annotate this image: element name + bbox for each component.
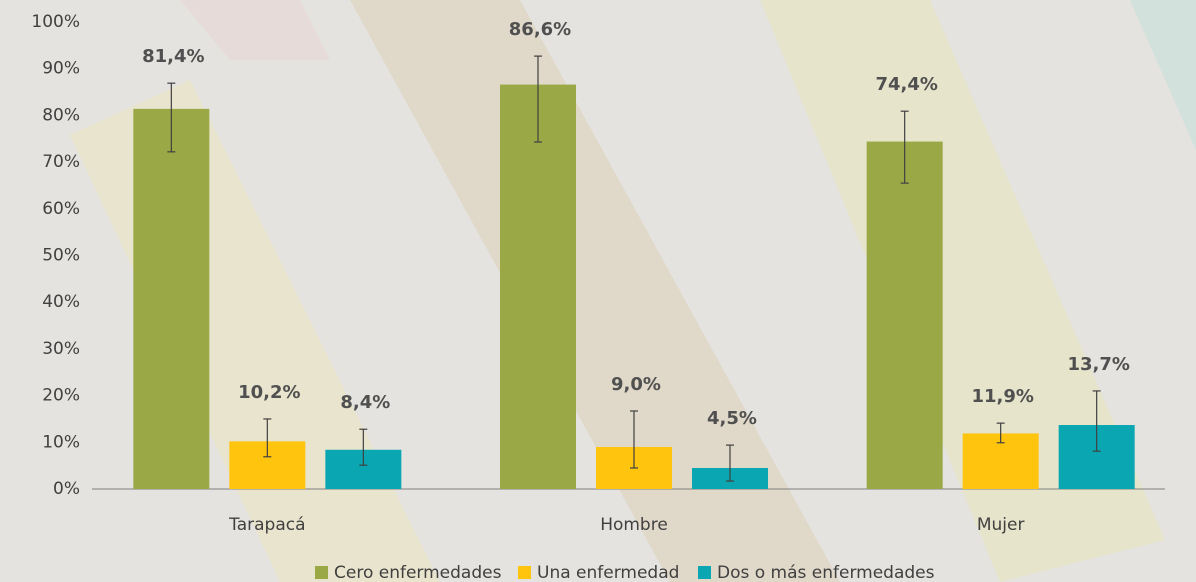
decor-stripe — [1130, 0, 1196, 150]
legend-label: Una enfermedad — [537, 563, 679, 582]
y-tick-label: 50% — [42, 246, 80, 266]
value-label: 11,9% — [971, 386, 1033, 407]
value-label: 10,2% — [238, 382, 300, 403]
y-tick-label: 0% — [53, 479, 80, 499]
y-tick-label: 10% — [42, 432, 80, 452]
legend-label: Cero enfermedades — [334, 563, 502, 582]
legend-swatch — [315, 566, 328, 579]
value-label: 13,7% — [1067, 354, 1129, 375]
y-tick-label: 80% — [42, 105, 80, 125]
y-tick-label: 20% — [42, 386, 80, 406]
x-tick-label: Mujer — [977, 515, 1025, 535]
x-tick-label: Tarapacá — [228, 515, 305, 535]
legend-swatch — [518, 566, 531, 579]
decor-stripe — [350, 0, 840, 582]
y-tick-label: 30% — [42, 339, 80, 359]
value-label: 74,4% — [875, 74, 937, 95]
y-tick-label: 100% — [31, 12, 80, 32]
y-tick-label: 60% — [42, 199, 80, 219]
legend-label: Dos o más enfermedades — [717, 563, 935, 582]
y-tick-label: 40% — [42, 292, 80, 312]
value-label: 9,0% — [611, 374, 661, 395]
value-label: 81,4% — [142, 46, 204, 67]
legend-swatch — [698, 566, 711, 579]
y-tick-label: 90% — [42, 59, 80, 79]
bar — [133, 108, 210, 489]
bar — [866, 141, 943, 489]
value-label: 86,6% — [509, 19, 571, 40]
bar — [500, 84, 576, 489]
decor-stripe — [180, 0, 330, 60]
value-label: 4,5% — [707, 408, 757, 429]
value-label: 8,4% — [340, 392, 390, 413]
y-tick-label: 70% — [42, 152, 80, 172]
x-tick-label: Hombre — [600, 515, 668, 535]
